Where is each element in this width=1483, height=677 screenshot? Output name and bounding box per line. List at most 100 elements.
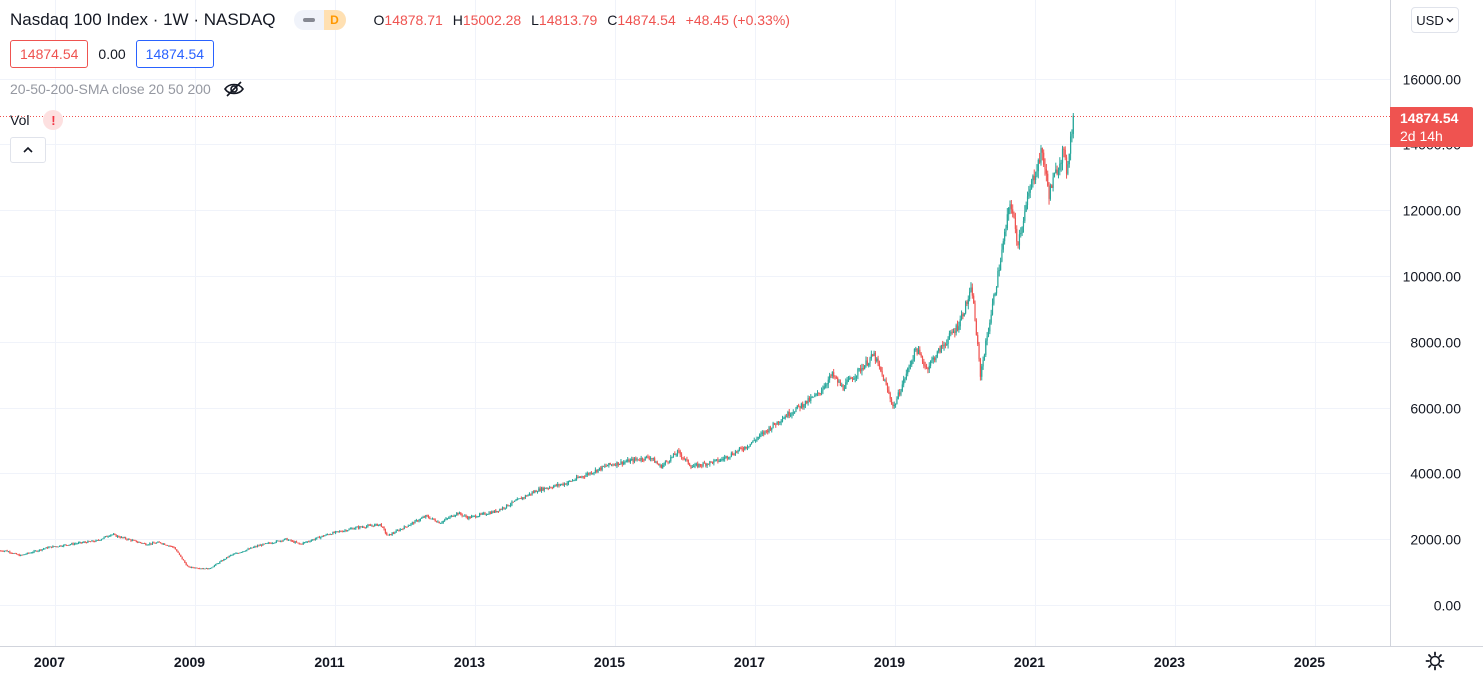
sell-button[interactable]: 14874.54 [10,40,89,68]
candle-body [316,537,318,539]
price-axis[interactable]: 0.00 2000.00 4000.00 6000.00 8000.00 10000.00… [1403,72,1462,614]
candle-body [344,530,346,532]
market-status-pill[interactable]: D [293,10,346,30]
candle-body [659,465,661,466]
candle-body [666,461,668,463]
candle-body [421,517,423,519]
candle-body [609,463,611,465]
candle-body [557,484,559,486]
candle-body [584,476,586,478]
candle-body [159,542,162,544]
candle-body [613,464,615,466]
candle-body [632,458,634,462]
candle-body [337,531,339,533]
candle-body [889,393,891,399]
candle-body [1055,169,1057,173]
candle-body [624,461,626,463]
ohlc-high-label: H [452,12,463,28]
candle-body [1026,196,1029,205]
candle-body [527,494,529,497]
candle-body [627,459,629,462]
candle-body [900,390,902,395]
candle-body [676,450,679,455]
ohlc-values: O14878.71 H15002.28 L14813.79 C14874.54 … [374,12,790,28]
candle-body [298,542,300,544]
candle-body [504,507,506,509]
candle-body [374,524,376,527]
candle-body [776,421,778,425]
price-tick-label: 16000.00 [1403,72,1462,88]
candle-body [806,400,808,404]
collapse-legend-button[interactable] [10,137,46,163]
candle-body [983,354,986,361]
candle-body [351,528,353,530]
candle-body [259,544,261,546]
eye-crossed-icon[interactable] [223,80,245,98]
candle-body [617,462,619,465]
candle-body [772,423,774,428]
candle-body [488,512,490,515]
candle-body [745,446,747,449]
candle-body [3,550,6,552]
candle-body [539,488,541,491]
candle-body [363,526,365,528]
symbol-title[interactable]: Nasdaq 100 Index · 1W · NASDAQ [10,10,276,29]
candle-body [804,400,806,406]
candle-body [433,518,435,520]
time-tick-label: 2013 [454,654,485,670]
candle-body [593,472,595,474]
candle-body [929,361,932,366]
candle-body [100,539,102,541]
candle-body [173,547,175,548]
candle-body [981,366,983,377]
candle-body [53,546,55,547]
candle-body [367,525,369,527]
candle-body [729,456,731,458]
candle-body [76,543,78,545]
candle-body [803,405,805,408]
candle-body [948,333,951,339]
candle-body [1005,228,1007,232]
candle-body [177,551,179,553]
candle-body [461,514,463,516]
candle-body [118,535,120,538]
candle-body [26,552,28,555]
candle-body [573,480,575,482]
candle-body [827,379,829,385]
candle-body [760,433,762,435]
candle-body [314,538,316,540]
gear-icon[interactable] [1425,651,1445,671]
volume-indicator-legend[interactable]: Vol ! [10,110,64,130]
candle-body [524,495,526,498]
candle-body [847,379,850,381]
candle-body [321,535,323,537]
candle-body [147,544,150,546]
candle-body [563,483,566,486]
time-axis[interactable]: 2007 2009 2011 2013 2015 2017 2019 2021 2023 2025 [34,654,1325,670]
candle-body [542,487,544,491]
candle-body [19,554,22,556]
candle-body [46,547,49,549]
candle-body [820,390,823,394]
candle-body [301,543,303,545]
candle-body [333,532,335,533]
candle-body [791,412,793,416]
candle-body [899,392,901,395]
candle-body [807,398,809,404]
candle-body [29,552,31,554]
candle-body [816,392,819,395]
candle-body [1040,148,1042,163]
candle-body [103,537,105,539]
candle-body [162,543,164,545]
sma-indicator-legend[interactable]: 20-50-200-SMA close 20 50 200 [10,80,245,98]
buy-button[interactable]: 14874.54 [135,40,215,68]
candle-body [423,516,426,518]
candle-body [905,373,907,379]
candle-body [372,525,374,527]
currency-select[interactable]: USD [1411,7,1459,33]
candle-body [213,565,216,567]
candle-body [157,541,159,543]
exclamation-icon[interactable]: ! [43,110,64,130]
candle-body [605,465,607,467]
